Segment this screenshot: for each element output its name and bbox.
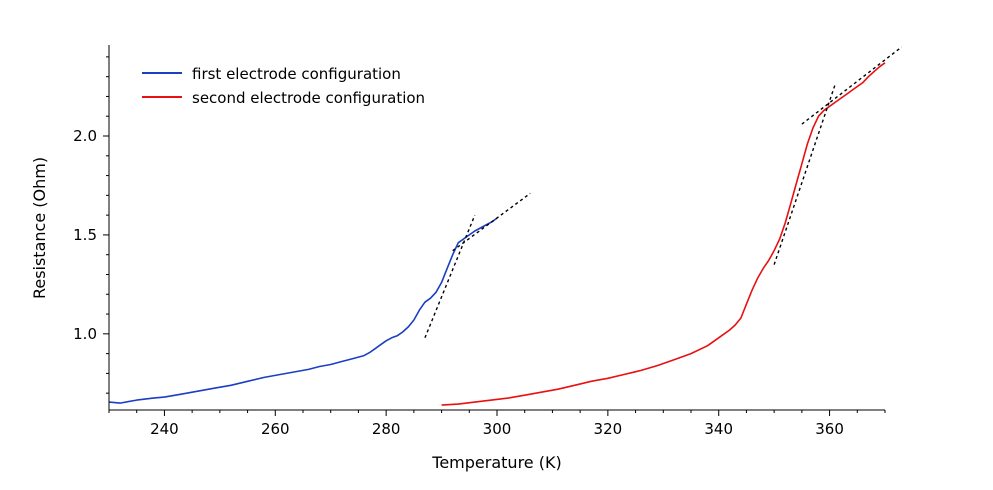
- y-ticks: 1.0 1.5 2.0: [73, 56, 109, 394]
- x-tick-label: 260: [261, 420, 290, 438]
- plot-area: [108, 62, 886, 406]
- x-tick-label: 300: [483, 420, 512, 438]
- y-tick-label: 2.0: [73, 127, 97, 145]
- fit-line-4: [801, 46, 903, 125]
- x-tick-label: 280: [372, 420, 401, 438]
- fit-line-3: [773, 84, 836, 265]
- series-line-1: [108, 217, 498, 404]
- legend-label-first: first electrode configuration: [192, 65, 401, 83]
- legend-label-second: second electrode configuration: [192, 89, 425, 107]
- fit-line-1: [452, 192, 531, 252]
- x-tick-label: 360: [815, 420, 844, 438]
- y-tick-label: 1.0: [73, 325, 97, 343]
- fit-lines: [424, 46, 903, 339]
- legend: first electrode configuration second ele…: [142, 65, 425, 107]
- y-tick-label: 1.5: [73, 226, 97, 244]
- fit-line-2: [424, 214, 476, 339]
- y-axis-label: Resistance (Ohm): [30, 157, 49, 299]
- x-ticks: 240 260 280 300 320 340 360: [108, 410, 886, 438]
- x-tick-label: 320: [594, 420, 623, 438]
- x-tick-label: 340: [704, 420, 733, 438]
- x-tick-label: 240: [150, 420, 179, 438]
- x-axis-label: Temperature (K): [431, 453, 561, 472]
- series-line-2: [441, 62, 886, 406]
